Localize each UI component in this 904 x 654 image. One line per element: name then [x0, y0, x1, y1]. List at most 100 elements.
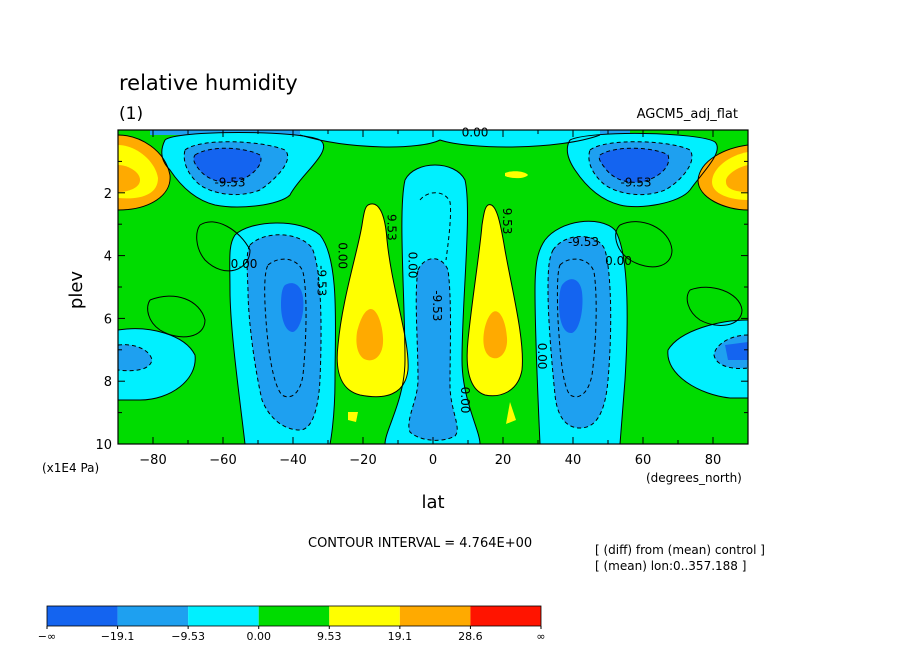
contour-line: [118, 344, 153, 372]
contour-label: 9.53: [385, 214, 399, 241]
neg-column-east-inner: [548, 236, 611, 428]
note-diff: [ (diff) from (mean) control ]: [595, 543, 765, 557]
contour-line: [588, 141, 693, 195]
contour-label: -9.53: [620, 176, 651, 190]
neg-spot: [725, 342, 748, 360]
pos-column-west: [337, 203, 409, 397]
contour-label: 0.00: [535, 343, 549, 370]
contour-line: [547, 236, 612, 429]
x-tick-label: −20: [349, 453, 376, 468]
y-axis: 2 4 6 8 10: [95, 160, 748, 453]
colorbar: −∞ −19.1 −9.53 0.00 9.53 19.1 28.6 ∞: [38, 605, 546, 643]
contour-line: [686, 286, 743, 326]
pos-region-west-core: [118, 165, 140, 192]
pos-column-west-core: [356, 309, 384, 361]
colorbar-label: 28.6: [458, 630, 483, 643]
contour-line: [556, 258, 597, 398]
contour-label: 0.00: [406, 252, 420, 279]
x-unit-label: (degrees_north): [646, 471, 742, 485]
contour-line: [408, 258, 458, 441]
note-mean: [ (mean) lon:0..357.188 ]: [595, 559, 746, 573]
colorbar-label: −∞: [38, 630, 56, 643]
contour-line: [196, 221, 251, 272]
contour-line: [264, 258, 307, 398]
plot-area: [118, 130, 748, 444]
x-tick-label: 60: [635, 453, 652, 468]
colorbar-swatch: [329, 606, 400, 626]
contour-line: [404, 164, 481, 444]
contour-labels: 0.00 -9.53 -9.53 9.53 9.53 -9.53 0.00 0.00 -9.53…: [214, 125, 651, 413]
x-tick-label: −80: [139, 453, 166, 468]
y-unit-label: (x1E4 Pa): [42, 461, 99, 475]
contour-line: [534, 239, 546, 444]
contour-line: [118, 328, 196, 401]
neg-region-sw: [118, 328, 196, 400]
y-tick-label: 2: [104, 187, 112, 202]
colorbar-label: 19.1: [388, 630, 413, 643]
contour-lines: [118, 132, 748, 444]
colorbar-swatch: [470, 606, 541, 626]
x-axis-label: lat: [421, 492, 444, 513]
colorbar-label: 0.00: [246, 630, 271, 643]
contour-line: [615, 221, 673, 268]
contour-line: [544, 220, 628, 444]
pos-spot: [348, 412, 358, 422]
contour-line: [713, 334, 748, 369]
contour-line: [419, 192, 451, 261]
contour-line: [299, 134, 601, 148]
neg-column-east-core: [559, 279, 583, 334]
contour-line: [667, 319, 748, 399]
pos-region-east-core: [725, 165, 748, 192]
contour-line: [147, 295, 206, 338]
dashed-contour-lines: [118, 141, 748, 441]
neg-column-west-core: [281, 283, 304, 332]
contour-line: [234, 222, 337, 444]
panel-label: (1): [119, 104, 143, 124]
colorbar-label: 9.53: [317, 630, 342, 643]
colorbar-label: ∞: [536, 630, 545, 643]
x-tick-label: 80: [705, 453, 722, 468]
pos-spot: [506, 402, 516, 424]
y-tick-label: 4: [104, 250, 112, 265]
dataset-label: AGCM5_adj_flat: [637, 107, 738, 122]
contour-label: 0.00: [458, 387, 472, 414]
x-axis: −80 −60 −40 −20 0 20 40 60 80: [117, 130, 749, 468]
contour-label: -9.53: [430, 290, 444, 321]
x-tick-label: 0: [429, 453, 437, 468]
y-axis-label: plev: [66, 271, 87, 310]
contour-line: [566, 132, 718, 208]
contour-label: 0.00: [605, 254, 632, 268]
contour-label: -9.53: [568, 235, 599, 249]
contour-line: [118, 134, 171, 211]
contour-label: 9.53: [500, 208, 514, 235]
contour-line: [336, 203, 409, 398]
x-tick-label: 40: [565, 453, 582, 468]
x-tick-label: 20: [495, 453, 512, 468]
contour-line: [229, 234, 246, 444]
contour-label: 0.00: [336, 242, 350, 269]
y-tick-label: 8: [104, 375, 112, 390]
contour-line: [183, 141, 288, 195]
pos-column-east-core: [483, 311, 508, 359]
neg-region-ne-core: [599, 148, 669, 183]
colorbar-swatch: [188, 606, 259, 626]
neg-region-nw-core: [193, 148, 261, 183]
y-tick-label: 6: [104, 312, 112, 327]
neg-column-equator-inner: [408, 258, 458, 441]
colorbar-swatch: [47, 606, 118, 626]
contour-label: 0.00: [231, 257, 258, 271]
contour-line: [161, 132, 325, 208]
y-tick-label: 10: [95, 438, 112, 453]
contour-label: 0.00: [462, 125, 489, 139]
contour-interval-text: CONTOUR INTERVAL = 4.764E+00: [308, 536, 532, 551]
contour-line: [466, 204, 523, 397]
colorbar-frame: [46, 605, 542, 627]
chart-title: relative humidity: [119, 71, 298, 95]
colorbar-swatch: [117, 606, 189, 626]
neg-band-top: [300, 130, 600, 147]
colorbar-label: −9.53: [171, 630, 205, 643]
contour-line: [193, 147, 262, 183]
neg-region-sw-inner: [118, 344, 152, 371]
colorbar-swatch: [399, 606, 471, 626]
